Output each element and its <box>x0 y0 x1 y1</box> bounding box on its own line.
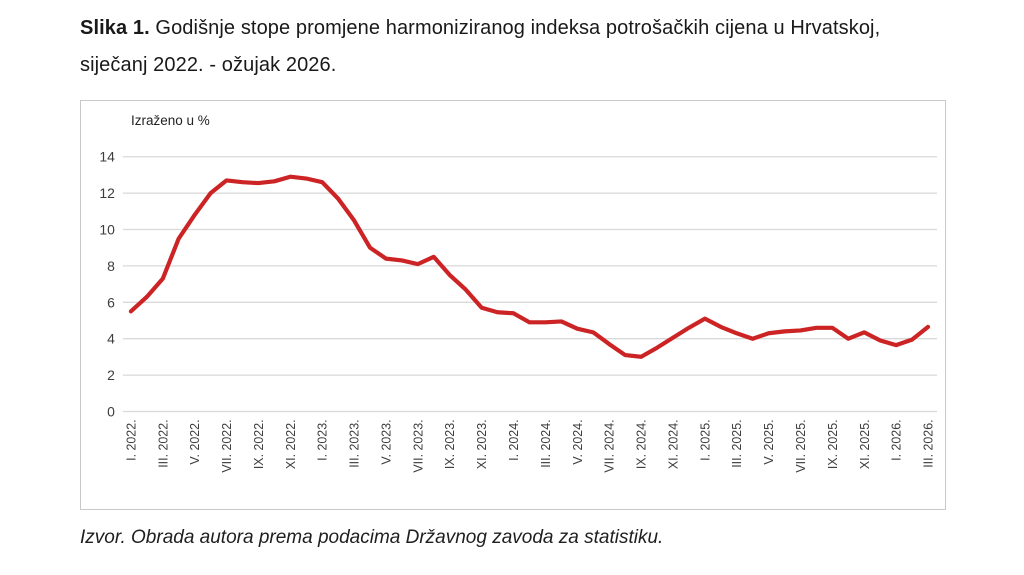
x-tick-label: XI. 2025. <box>858 419 872 469</box>
y-tick-label: 10 <box>99 222 115 238</box>
x-tick-label: VII. 2023. <box>411 419 425 472</box>
x-tick-label: XI. 2024. <box>666 419 680 469</box>
chart-panel: Izraženo u % 0 2 4 6 8 10 12 14 I. 2022. III. 202… <box>80 100 946 510</box>
x-tick-label: I. 2023. <box>316 419 330 460</box>
y-tick-label: 12 <box>99 185 115 201</box>
line-chart: 0 2 4 6 8 10 12 14 I. 2022. III. 2022. V. 2022. VII… <box>99 149 938 473</box>
y-tick-label: 4 <box>107 331 115 347</box>
unit-label: Izraženo u % <box>131 113 210 128</box>
y-tick-label: 6 <box>107 294 115 310</box>
x-tick-label: I. 2022. <box>124 419 138 460</box>
figure-caption-text: Godišnje stope promjene harmoniziranog i… <box>80 17 881 76</box>
x-tick-label: III. 2026. <box>922 419 936 467</box>
x-tick-label: V. 2022. <box>188 419 202 464</box>
x-tick-label: IX. 2024. <box>635 419 649 469</box>
x-tick-label: V. 2024. <box>571 419 585 464</box>
y-tick-label: 2 <box>107 367 115 383</box>
x-tick-label: VII. 2024. <box>603 419 617 472</box>
x-tick-label: XI. 2023. <box>475 419 489 469</box>
x-tick-label: VII. 2022. <box>220 419 234 472</box>
x-tick-label: III. 2023. <box>348 419 362 467</box>
x-tick-label: III. 2022. <box>156 419 170 467</box>
x-tick-label: XI. 2022. <box>284 419 298 469</box>
x-tick-label: IX. 2022. <box>252 419 266 469</box>
x-tick-label: I. 2025. <box>698 419 712 460</box>
y-tick-label: 8 <box>107 258 115 274</box>
y-tick-label: 0 <box>107 403 115 419</box>
x-tick-label: I. 2024. <box>507 419 521 460</box>
trend-line <box>128 174 931 359</box>
x-tick-label: V. 2023. <box>379 419 393 464</box>
source-note: Izvor. Obrada autora prema podacima Drža… <box>80 527 664 548</box>
x-tick-label: III. 2025. <box>730 419 744 467</box>
figure-label: Slika 1. <box>80 17 150 39</box>
x-tick-label: V. 2025. <box>762 419 776 464</box>
x-tick-label: IX. 2023. <box>443 419 457 469</box>
x-tick-label: IX. 2025. <box>826 419 840 469</box>
x-tick-label: I. 2026. <box>890 419 904 460</box>
x-tick-label: VII. 2025. <box>794 419 808 472</box>
figure-caption: Slika 1. Godišnje stope promjene harmoni… <box>80 10 904 84</box>
y-tick-label: 14 <box>99 149 115 165</box>
x-tick-label: III. 2024. <box>539 419 553 467</box>
